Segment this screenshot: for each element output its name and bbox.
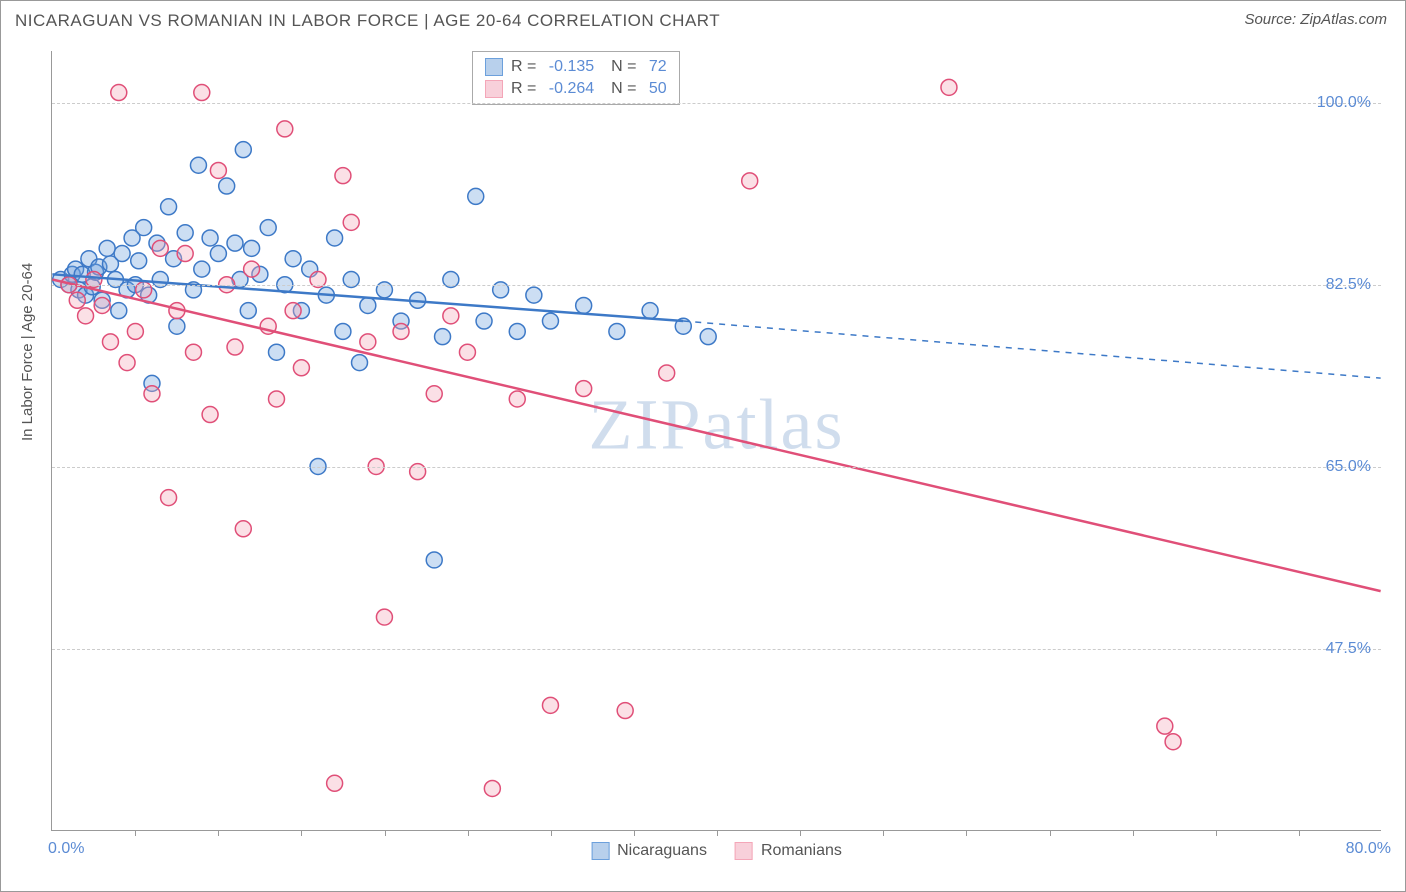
swatch-nicaraguans [485, 58, 503, 76]
legend-r-romanians: -0.264 [549, 80, 594, 98]
swatch-romanians [485, 80, 503, 98]
legend-label-nicaraguans: Nicaraguans [617, 842, 707, 860]
legend-n-label: N = [602, 58, 641, 76]
swatch-romanians-bottom [735, 842, 753, 860]
legend-item-romanians: Romanians [735, 842, 842, 860]
legend-n-nicaraguans: 72 [649, 58, 667, 76]
chart-container: NICARAGUAN VS ROMANIAN IN LABOR FORCE | … [0, 0, 1406, 892]
legend-r-label: R = [511, 80, 541, 98]
legend-row-romanians: R = -0.264 N = 50 [485, 78, 667, 100]
swatch-nicaraguans-bottom [591, 842, 609, 860]
watermark: ZIPatlas [589, 383, 845, 466]
legend-label-romanians: Romanians [761, 842, 842, 860]
source-label: Source: ZipAtlas.com [1244, 11, 1387, 31]
x-tick-0: 0.0% [48, 840, 84, 858]
watermark-zip: ZIP [589, 384, 703, 464]
chart-title: NICARAGUAN VS ROMANIAN IN LABOR FORCE | … [15, 11, 720, 31]
correlation-legend: R = -0.135 N = 72 R = -0.264 N = 50 [472, 51, 680, 105]
plot-area: ZIPatlas R = -0.135 N = 72 R = -0.264 N … [51, 51, 1381, 831]
legend-row-nicaraguans: R = -0.135 N = 72 [485, 56, 667, 78]
legend-n-romanians: 50 [649, 80, 667, 98]
legend-r-nicaraguans: -0.135 [549, 58, 594, 76]
series-legend: Nicaraguans Romanians [591, 842, 842, 860]
title-bar: NICARAGUAN VS ROMANIAN IN LABOR FORCE | … [1, 1, 1405, 41]
y-axis-label: In Labor Force | Age 20-64 [19, 263, 36, 441]
watermark-atlas: atlas [703, 384, 845, 464]
legend-item-nicaraguans: Nicaraguans [591, 842, 707, 860]
legend-n-label: N = [602, 80, 641, 98]
legend-r-label: R = [511, 58, 541, 76]
x-tick-80: 80.0% [1346, 840, 1391, 858]
